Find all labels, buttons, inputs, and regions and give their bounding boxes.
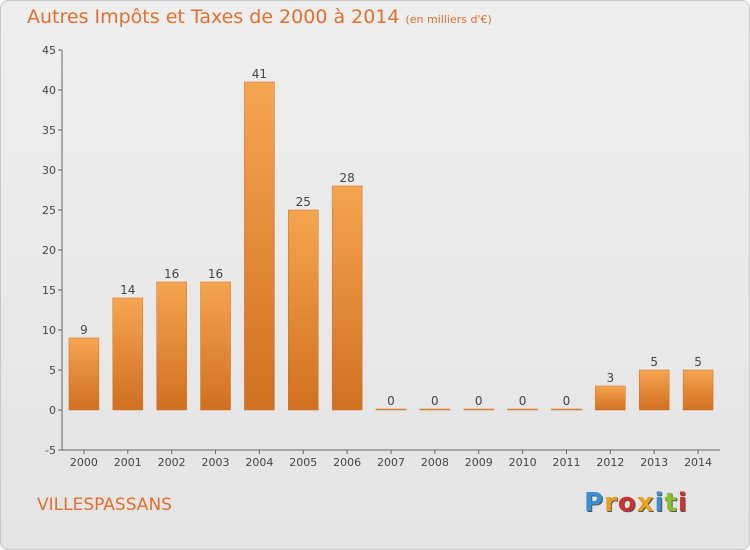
x-tick-label: 2005 — [289, 456, 317, 469]
bar — [375, 408, 407, 411]
bar-value-label: 14 — [120, 283, 135, 297]
logo-letter: o — [617, 488, 637, 518]
y-tick-label: 20 — [42, 244, 56, 257]
x-tick-label: 2009 — [465, 456, 493, 469]
y-tick-label: 25 — [42, 204, 56, 217]
y-tick-label: 45 — [42, 44, 56, 57]
bar-value-label: 5 — [650, 355, 658, 369]
bar — [112, 297, 144, 411]
bar-value-label: 0 — [563, 394, 571, 408]
proxiti-logo: Proxiti — [584, 488, 688, 518]
bar-value-label: 5 — [694, 355, 702, 369]
x-tick-label: 2007 — [377, 456, 405, 469]
bar-value-label: 3 — [607, 371, 615, 385]
bar — [682, 369, 714, 411]
bar-value-label: 9 — [80, 323, 88, 337]
bar — [68, 337, 100, 411]
bar — [638, 369, 670, 411]
y-tick-label: 35 — [42, 124, 56, 137]
bar-value-label: 0 — [475, 394, 483, 408]
bar-value-label: 25 — [296, 195, 311, 209]
bar — [200, 281, 231, 411]
bar — [419, 408, 451, 411]
chart-title: Autres Impôts et Taxes de 2000 à 2014 (en… — [27, 6, 492, 28]
y-tick-label: -5 — [45, 444, 56, 457]
x-tick-label: 2002 — [158, 456, 186, 469]
logo-letter: i — [654, 488, 665, 518]
y-tick-label: 15 — [42, 284, 56, 297]
bar — [507, 408, 538, 411]
bar-value-label: 28 — [339, 171, 354, 185]
bar-value-label: 0 — [519, 394, 527, 408]
x-tick-label: 2014 — [684, 456, 712, 469]
bar-value-label: 16 — [164, 267, 179, 281]
y-tick-label: 10 — [42, 324, 56, 337]
bar — [595, 385, 626, 411]
bar — [331, 185, 363, 411]
x-tick-label: 2010 — [509, 456, 537, 469]
y-tick-label: 40 — [42, 84, 56, 97]
commune-name: VILLESPASSANS — [37, 495, 172, 515]
x-tick-label: 2006 — [333, 456, 361, 469]
bar — [463, 408, 494, 411]
logo-letter: x — [636, 488, 655, 518]
x-tick-label: 2000 — [70, 456, 98, 469]
bar-value-label: 41 — [252, 67, 267, 81]
y-tick-label: 5 — [49, 364, 56, 377]
bar-value-label: 0 — [387, 394, 395, 408]
logo-letter: P — [584, 488, 605, 518]
chart-unit: (en milliers d'€) — [405, 13, 492, 26]
x-tick-label: 2004 — [245, 456, 273, 469]
y-tick-label: 0 — [49, 404, 56, 417]
x-tick-label: 2012 — [596, 456, 624, 469]
chart-title-text: Autres Impôts et Taxes de 2000 à 2014 — [27, 6, 400, 28]
bar — [244, 81, 275, 411]
bar — [288, 209, 319, 411]
x-tick-label: 2011 — [552, 456, 580, 469]
bar-value-label: 0 — [431, 394, 439, 408]
logo-letter: r — [604, 488, 618, 518]
logo-letter: t — [664, 488, 678, 518]
x-tick-label: 2001 — [114, 456, 142, 469]
x-tick-label: 2008 — [421, 456, 449, 469]
x-tick-label: 2003 — [202, 456, 230, 469]
bar — [156, 281, 187, 411]
logo-letter: i — [677, 488, 688, 518]
x-tick-label: 2013 — [640, 456, 668, 469]
bar-value-label: 16 — [208, 267, 223, 281]
bar — [551, 408, 582, 411]
y-tick-label: 30 — [42, 164, 56, 177]
